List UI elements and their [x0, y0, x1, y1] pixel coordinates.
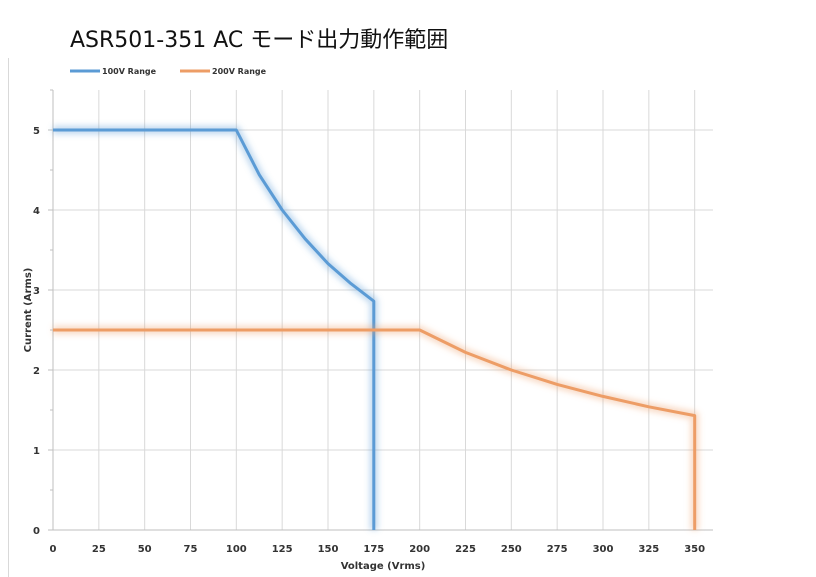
x-tick-label: 325	[638, 544, 659, 555]
x-axis-label: Voltage (Vrms)	[341, 561, 426, 572]
x-tick-label: 0	[50, 544, 57, 555]
y-tick-label: 2	[33, 366, 40, 377]
series-line-2	[53, 328, 697, 530]
y-tick-label: 0	[33, 526, 40, 537]
x-tick-label: 300	[593, 544, 614, 555]
x-tick-label: 100	[226, 544, 247, 555]
x-tick-label: 175	[363, 544, 384, 555]
x-tick-label: 25	[92, 544, 106, 555]
x-tick-label: 75	[184, 544, 198, 555]
y-tick-label: 5	[33, 126, 40, 137]
x-tick-label: 200	[409, 544, 430, 555]
y-tick-label: 4	[33, 206, 40, 217]
legend-label-1: 100V Range	[102, 67, 157, 76]
x-tick-label: 125	[272, 544, 293, 555]
y-tick-label: 3	[33, 286, 40, 297]
y-axis-label: Current (Arms)	[23, 268, 34, 353]
x-tick-label: 50	[138, 544, 152, 555]
y-tick-label: 1	[33, 446, 40, 457]
x-tick-label: 225	[455, 544, 476, 555]
x-tick-label: 275	[547, 544, 568, 555]
legend-label-2: 200V Range	[212, 67, 267, 76]
series-line-1	[53, 128, 376, 530]
x-tick-label: 150	[318, 544, 339, 555]
x-tick-label: 350	[684, 544, 705, 555]
chart-title: ASR501-351 AC モード出力動作範囲	[70, 28, 449, 53]
x-tick-label: 250	[501, 544, 522, 555]
left-border-line	[8, 58, 9, 577]
